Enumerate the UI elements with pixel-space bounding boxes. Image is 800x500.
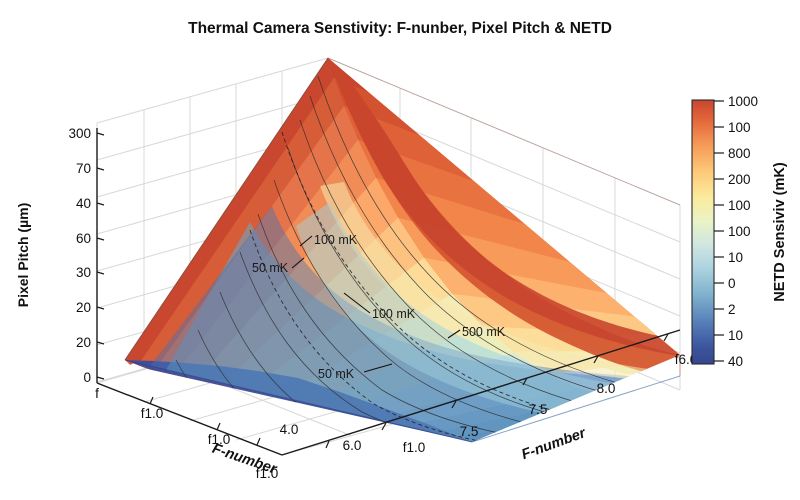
colorbar-tick-label: 2: [728, 302, 736, 317]
annotation-label: 100 mK: [314, 233, 358, 247]
colorbar-tick-label: 800: [728, 146, 751, 161]
z-tick-label: 20: [76, 335, 91, 350]
colorbar-ticks: 1000 100 800 200 100 100 10 0 2 10: [714, 94, 758, 369]
z-tick: 0: [83, 370, 105, 385]
page-title: Thermal Camera Senstivity: F-nunber, Pix…: [188, 20, 612, 37]
surface-warm-ridge: [328, 58, 680, 380]
y-tick: 8.0: [593, 355, 616, 396]
z-tick: 20: [76, 335, 105, 350]
z-axis-title: Pixel Pitch (µm): [15, 203, 31, 308]
x-tick-label: f1.0: [208, 432, 231, 447]
y-tick-label: 8.0: [597, 381, 616, 396]
annotation-100mk-upper: 100 mK: [299, 233, 358, 247]
annotation-100mk-mid: 100 mK: [343, 292, 416, 321]
x-tick: f1.0: [208, 422, 231, 447]
z-tick: 30: [76, 265, 105, 280]
colorbar-tick-label: 100: [728, 198, 751, 213]
y-tick-label: f1.0: [256, 466, 279, 481]
annotation-label: 500 mK: [462, 325, 506, 339]
y-tick: 7.5: [451, 400, 479, 439]
x-tick-label: f: [95, 386, 99, 401]
y-axis-title: F-number: [519, 425, 589, 463]
colorbar-tick-label: 200: [728, 172, 751, 187]
axis-lines: [96, 128, 681, 456]
annotation-label: 50 mK: [318, 367, 355, 381]
annotation-50mk-lower: 50 mK: [318, 363, 393, 381]
x-tick: 4.0: [256, 422, 299, 446]
z-tick-label: 300: [68, 126, 91, 141]
x-tick-label: f1.0: [141, 406, 164, 421]
z-tick: 300: [68, 126, 105, 141]
z-tick-label: 0: [83, 370, 91, 385]
z-tick: 40: [76, 196, 105, 211]
annotation-50mk-upper: 50 mK: [252, 257, 305, 275]
annotation-group: 50 mK 100 mK 100 mK 500 mK 50 mK: [252, 233, 506, 381]
z-tick-label: 30: [76, 265, 91, 280]
z-tick-label: 60: [76, 231, 91, 246]
annotation-label: 50 mK: [252, 261, 289, 275]
colorbar-tick-label: 10: [728, 328, 743, 343]
z-axis-ticks: 300 70 40 60 30 20: [68, 126, 105, 385]
colorbar-title: NETD Sensiviv (mK): [772, 162, 788, 302]
colorbar-tick-label: 1000: [728, 94, 758, 109]
y-tick-label: f1.0: [403, 440, 426, 455]
colorbar-frame: [691, 99, 715, 365]
y-tick-label: 7.5: [460, 424, 479, 439]
y-tick: 7.5: [522, 377, 548, 417]
colorbar-tick-label: 100: [728, 224, 751, 239]
z-tick-label: 20: [76, 300, 91, 315]
annotation-500mk: 500 mK: [447, 325, 506, 339]
z-tick-label: 40: [76, 196, 91, 211]
x-tick: f1.0: [141, 396, 164, 421]
z-tick: 20: [76, 300, 105, 315]
colorbar-tick-label: 10: [728, 250, 743, 265]
colorbar[interactable]: 1000 100 800 200 100 100 10 0 2 10: [691, 94, 788, 369]
surface-mid-band: [320, 182, 680, 384]
z-tick: 60: [76, 231, 105, 246]
x-tick: 6.0: [325, 438, 362, 453]
z-tick: 70: [76, 161, 105, 176]
colorbar-gradient: [692, 100, 714, 364]
surface-edges: [124, 57, 681, 443]
x-tick-label: 6.0: [343, 438, 362, 453]
annotation-label: 100 mK: [372, 307, 416, 321]
z-tick-label: 70: [76, 161, 91, 176]
colorbar-tick-label: 40: [728, 354, 743, 369]
y-tick: f1.0: [381, 422, 426, 455]
colorbar-tick-label: 100: [728, 120, 751, 135]
y-tick-label: 7.5: [529, 402, 548, 417]
colorbar-tick-label: 0: [728, 276, 736, 291]
x-tick-label: 4.0: [280, 422, 299, 437]
